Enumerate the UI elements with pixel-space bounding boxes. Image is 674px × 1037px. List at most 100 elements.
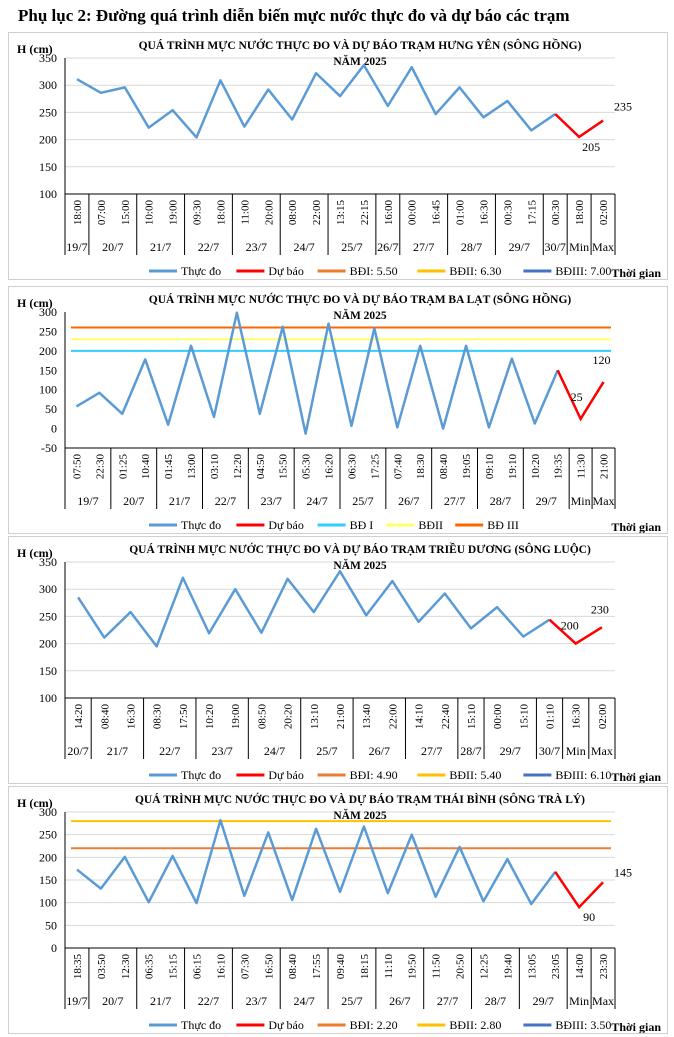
legend-label: BĐII: [418, 518, 443, 532]
x-tick-label: 12:20: [232, 454, 244, 480]
legend-label: BĐII: 5.40: [449, 768, 501, 782]
legend-label: Thực đo: [181, 518, 221, 532]
date-group-label: 21/7: [150, 994, 171, 1008]
y-tick-label: 100: [39, 187, 57, 201]
y-tick-label: 200: [39, 850, 57, 864]
y-tick-label: 150: [39, 664, 57, 678]
legend-label: Thực đo: [181, 264, 221, 278]
y-tick-label: 300: [39, 78, 57, 92]
y-tick-label: 100: [39, 383, 57, 397]
x-tick-label: 17:15: [526, 200, 538, 226]
y-tick-label: 0: [51, 941, 57, 955]
forecast-data-label: 90: [583, 910, 595, 924]
date-group-label: Min: [569, 994, 589, 1008]
legend-label: BĐI: 4.90: [350, 768, 398, 782]
date-group-label: 29/7: [536, 494, 557, 508]
date-group-label: 20/7: [67, 744, 88, 758]
x-tick-label: 07:50: [71, 454, 83, 480]
date-group-label: 25/7: [341, 240, 362, 254]
y-tick-label: 250: [39, 609, 57, 623]
chart-title: QUÁ TRÌNH MỰC NƯỚC THỰC ĐO VÀ DỰ BÁO TRẠ…: [139, 37, 582, 52]
legend-label: Dự báo: [268, 768, 304, 782]
x-tick-label: 15:00: [120, 200, 132, 226]
y-tick-label: 0: [51, 422, 57, 436]
legend-label: BĐII: 6.30: [449, 264, 501, 278]
x-tick-label: 16:10: [215, 954, 227, 980]
y-axis-label: H (cm): [17, 42, 53, 56]
page-title: Phụ lục 2: Đường quá trình diễn biến mực…: [18, 6, 570, 25]
x-tick-label: 18:00: [72, 200, 84, 226]
x-tick-label: 16:50: [263, 954, 275, 980]
x-tick-label: 15:15: [168, 954, 180, 980]
y-tick-label: 100: [39, 691, 57, 705]
x-tick-label: 22:30: [94, 454, 106, 480]
legend-label: BĐI: 5.50: [350, 264, 398, 278]
x-tick-label: 16:30: [571, 704, 583, 730]
x-tick-label: 19:50: [407, 954, 419, 980]
forecast-line: [554, 871, 604, 910]
x-tick-label: 18:00: [215, 200, 227, 226]
legend-label: Thực đo: [181, 768, 221, 782]
y-tick-label: 250: [39, 828, 57, 842]
x-axis-label: Thời gian: [611, 770, 661, 783]
x-tick-label: 23:30: [598, 954, 610, 980]
date-group-label: 24/7: [293, 240, 314, 254]
y-tick-label: 300: [39, 805, 57, 819]
x-tick-label: 02:00: [598, 200, 610, 226]
x-tick-label: 08:40: [287, 954, 299, 980]
y-axis-label: H (cm): [17, 546, 53, 560]
legend-label: BĐ III: [487, 518, 519, 532]
date-group-label: 26/7: [377, 240, 398, 254]
date-group-label: 26/7: [398, 494, 419, 508]
y-tick-label: 350: [39, 51, 57, 65]
forecast-data-label: 230: [591, 602, 609, 616]
x-tick-label: 06:30: [346, 454, 358, 480]
x-tick-label: 02:00: [597, 704, 609, 730]
forecast-data-label: 145: [614, 865, 632, 879]
date-group-label: 22/7: [215, 494, 236, 508]
legend-label: BĐIII: 7.00: [555, 264, 611, 278]
x-tick-label: 06:15: [192, 954, 204, 980]
x-tick-label: 19:00: [230, 704, 242, 730]
x-tick-label: 17:25: [369, 454, 381, 480]
date-group-label: 26/7: [389, 994, 410, 1008]
x-tick-label: 08:40: [99, 704, 111, 730]
x-tick-label: 18:00: [574, 200, 586, 226]
x-tick-label: 19:10: [507, 454, 519, 480]
x-tick-label: 00:30: [502, 200, 514, 226]
x-tick-label: 20:00: [263, 200, 275, 226]
x-tick-label: 16:20: [324, 454, 336, 480]
x-tick-label: 04:50: [255, 454, 267, 480]
date-group-label: 22/7: [198, 994, 219, 1008]
x-tick-label: 09:10: [484, 454, 496, 480]
x-tick-label: 09:30: [192, 200, 204, 226]
x-tick-label: 18:30: [415, 454, 427, 480]
date-group-label: 27/7: [413, 240, 434, 254]
x-tick-label: 12:25: [478, 954, 490, 980]
observed-line: [77, 569, 551, 648]
x-tick-label: 13:05: [526, 954, 538, 980]
date-group-label: 27/7: [421, 744, 442, 758]
y-tick-label: 300: [39, 582, 57, 596]
date-group-label: 30/7: [545, 240, 566, 254]
chart-title: QUÁ TRÌNH MỰC NƯỚC THỰC ĐO VÀ DỰ BÁO TRẠ…: [129, 541, 591, 556]
date-group-label: Max: [593, 494, 615, 508]
x-tick-label: 10:00: [144, 200, 156, 226]
date-group-label: 27/7: [437, 994, 458, 1008]
date-group-label: 29/7: [533, 994, 554, 1008]
y-tick-label: 200: [39, 133, 57, 147]
forecast-data-label: 25: [571, 390, 583, 404]
date-group-label: 19/7: [66, 994, 87, 1008]
x-tick-label: 11:00: [239, 200, 251, 225]
legend-label: Dự báo: [268, 518, 304, 532]
observed-line: [76, 63, 556, 139]
x-tick-label: 19:05: [461, 454, 473, 480]
date-group-label: 22/7: [159, 744, 180, 758]
x-tick-label: 08:30: [152, 704, 164, 730]
date-group-label: Max: [592, 994, 614, 1008]
x-tick-label: 07:40: [392, 454, 404, 480]
x-tick-label: 22:40: [440, 704, 452, 730]
date-group-label: 25/7: [316, 744, 337, 758]
x-tick-label: 14:20: [73, 704, 85, 730]
date-group-label: 19/7: [77, 494, 98, 508]
